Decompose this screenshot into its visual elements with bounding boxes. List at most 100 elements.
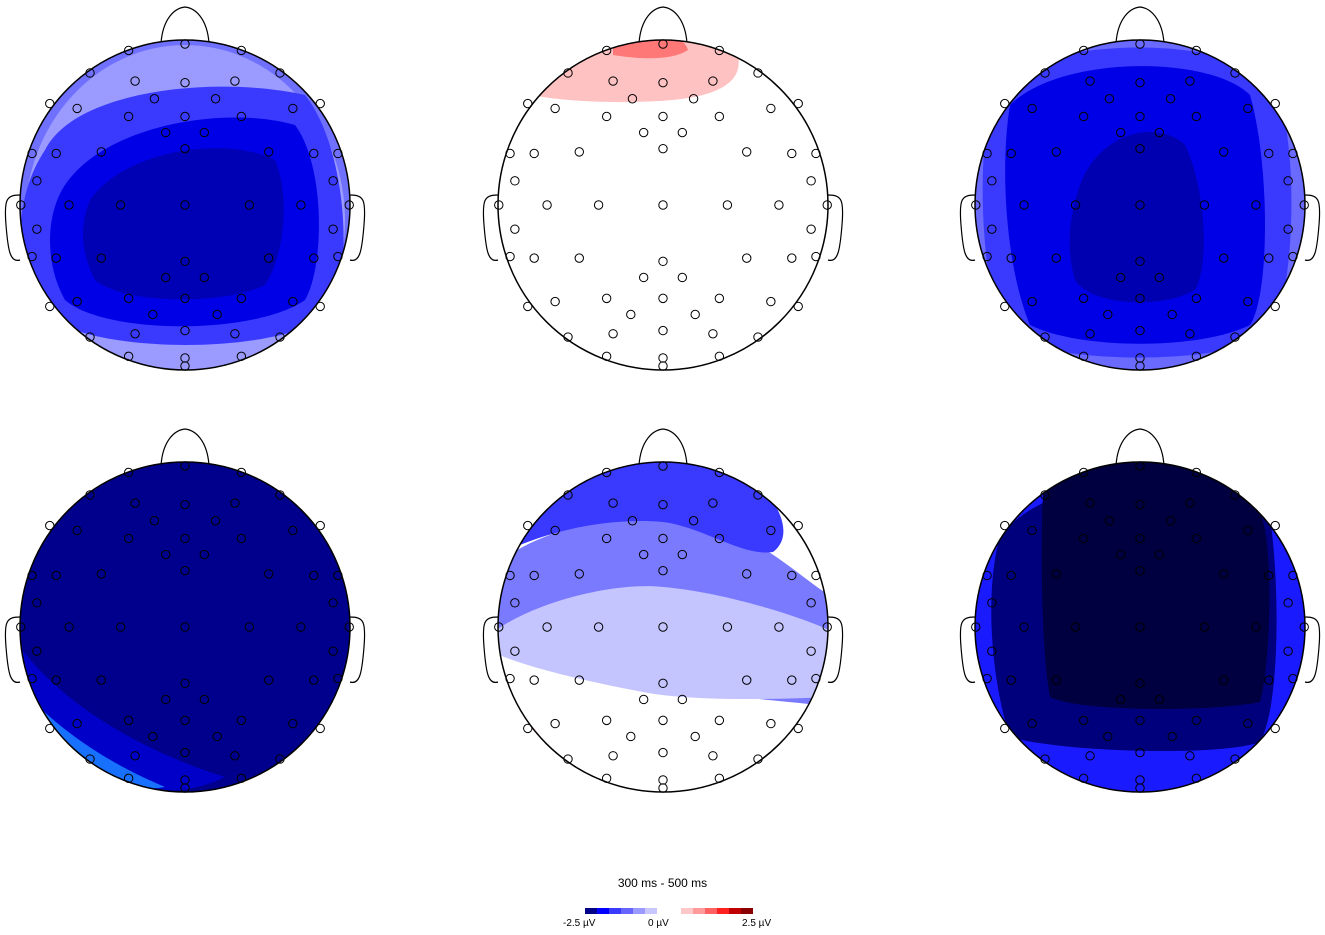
electrode-marker	[1167, 309, 1177, 320]
electrode-marker	[677, 127, 688, 138]
electrode-marker	[1283, 598, 1293, 608]
electrode-marker	[1167, 731, 1177, 742]
electrode-marker	[130, 498, 140, 508]
electrode-marker	[608, 751, 618, 761]
electrode-marker	[180, 499, 190, 510]
electrode-marker	[1219, 569, 1229, 579]
electrode-marker	[130, 751, 140, 761]
colorbar-swatch	[597, 908, 609, 914]
electrode-marker	[288, 525, 298, 536]
electrode-marker	[1191, 533, 1202, 544]
contour-level	[613, 40, 688, 59]
electrode-marker	[1006, 675, 1016, 685]
electrode-marker	[658, 325, 668, 336]
electrode-marker	[160, 549, 171, 560]
electrode-marker	[1185, 329, 1195, 339]
electrode-marker	[714, 467, 725, 478]
electrode-marker	[180, 747, 190, 758]
electrode-marker	[550, 103, 560, 114]
colorbar-swatch	[669, 908, 681, 914]
electrode-marker	[1243, 103, 1253, 114]
electrode-marker	[1078, 293, 1089, 304]
electrode-marker	[1135, 678, 1145, 689]
electrode-marker	[742, 675, 752, 685]
electrode-marker	[1264, 675, 1274, 685]
left-ear-outline	[4, 616, 21, 683]
electrode-marker	[236, 533, 247, 544]
electrode-marker	[1078, 467, 1089, 478]
right-ear-outline	[349, 616, 366, 683]
electrode-marker	[236, 715, 247, 726]
electrode-marker	[787, 675, 797, 685]
topomap-row2-col1	[4, 428, 366, 793]
electrode-marker	[264, 569, 274, 579]
electrode-marker	[148, 731, 158, 742]
electrode-set	[16, 461, 354, 793]
left-ear-outline	[959, 616, 976, 683]
colorbar-swatch	[645, 908, 657, 914]
electrode-marker	[638, 127, 649, 138]
electrode-marker	[1104, 516, 1115, 526]
electrode-marker	[608, 76, 618, 86]
electrode-marker	[1135, 111, 1145, 122]
scalp-field	[20, 462, 350, 792]
electrode-marker	[627, 94, 638, 104]
electrode-marker	[309, 253, 319, 263]
electrode-marker	[688, 94, 699, 104]
electrode-marker	[1115, 549, 1126, 560]
electrode-marker	[658, 533, 668, 544]
electrode-marker	[601, 45, 612, 56]
electrode-marker	[1135, 143, 1145, 154]
electrode-marker	[212, 309, 222, 320]
electrode-marker	[1006, 253, 1016, 263]
electrode-marker	[658, 565, 668, 576]
electrode-set	[494, 39, 832, 371]
electrode-marker	[1027, 296, 1037, 307]
left-ear-outline	[482, 194, 499, 261]
head-outline	[19, 39, 351, 371]
electrode-marker	[160, 127, 171, 138]
electrode-marker	[714, 715, 725, 726]
right-ear-outline	[827, 194, 844, 261]
colorbar-swatch	[585, 908, 597, 914]
electrode-marker	[123, 533, 134, 544]
colorbar-swatch	[657, 908, 669, 914]
electrode-marker	[1191, 715, 1202, 726]
electrode-marker	[1078, 715, 1089, 726]
electrode-marker	[708, 76, 718, 86]
electrode-marker	[608, 329, 618, 339]
electrode-marker	[123, 715, 134, 726]
electrode-marker	[1219, 147, 1229, 157]
electrode-marker	[123, 293, 134, 304]
electrode-marker	[690, 309, 700, 320]
electrode-marker	[787, 148, 797, 159]
nose-outline	[160, 6, 210, 44]
electrode-marker	[1135, 325, 1145, 336]
electrode-marker	[550, 296, 560, 307]
electrode-marker	[148, 309, 158, 320]
electrode-marker	[529, 148, 539, 159]
electrode-marker	[1154, 272, 1165, 283]
electrode-marker	[658, 256, 668, 267]
electrode-marker	[1219, 253, 1229, 263]
electrode-marker	[601, 293, 612, 304]
electrode-marker	[1191, 111, 1202, 122]
electrode-marker	[1264, 148, 1274, 159]
electrode-marker	[1154, 549, 1165, 560]
colorbar-mid-label: 0 µV	[648, 918, 669, 929]
electrode-marker	[601, 467, 612, 478]
right-ear-outline	[827, 616, 844, 683]
electrode-marker	[1243, 525, 1253, 536]
electrode-marker	[180, 256, 190, 267]
electrode-marker	[658, 747, 668, 758]
electrode-marker	[1185, 751, 1195, 761]
electrode-marker	[1103, 309, 1113, 320]
electrode-marker	[115, 622, 126, 632]
scalp-field	[498, 40, 828, 370]
electrode-marker	[1135, 499, 1145, 510]
left-ear-outline	[482, 616, 499, 683]
electrode-marker	[264, 675, 274, 685]
electrode-marker	[123, 467, 134, 478]
contour-level	[498, 586, 828, 700]
nose-outline	[1115, 6, 1165, 44]
